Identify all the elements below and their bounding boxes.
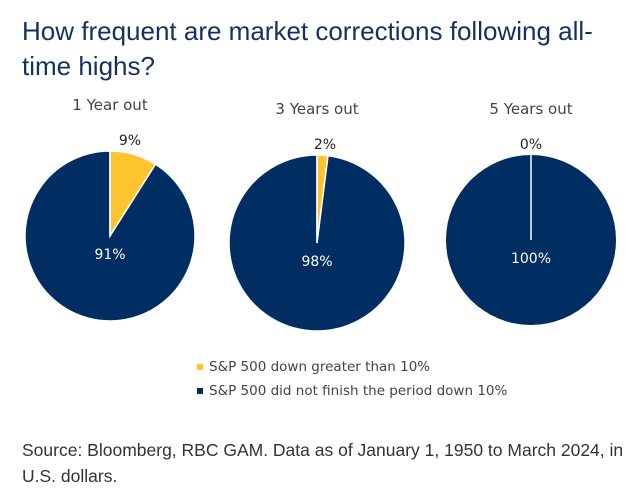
data-label: 98% [301, 254, 332, 270]
legend-label: S&P 500 down greater than 10% [209, 359, 431, 375]
chart-title: How frequent are market corrections foll… [22, 16, 593, 81]
legend-label: S&P 500 did not finish the period down 1… [209, 383, 508, 399]
data-label: 0% [520, 137, 542, 153]
data-label: 9% [119, 133, 141, 149]
data-label: 91% [94, 247, 125, 263]
pie-title: 1 Year out [72, 96, 148, 114]
legend-swatch-navy [197, 388, 203, 394]
source-note: Source: Bloomberg, RBC GAM. Data as of J… [22, 440, 624, 486]
legend-item-down: S&P 500 down greater than 10% [197, 355, 507, 379]
data-label: 2% [314, 137, 336, 153]
legend-swatch-yellow [197, 364, 203, 370]
data-label: 100% [511, 251, 551, 267]
pie-title: 5 Years out [489, 100, 572, 118]
legend-item-not-down: S&P 500 did not finish the period down 1… [197, 379, 507, 403]
pie-title: 3 Years out [275, 100, 358, 118]
legend: S&P 500 down greater than 10% S&P 500 di… [197, 355, 507, 403]
